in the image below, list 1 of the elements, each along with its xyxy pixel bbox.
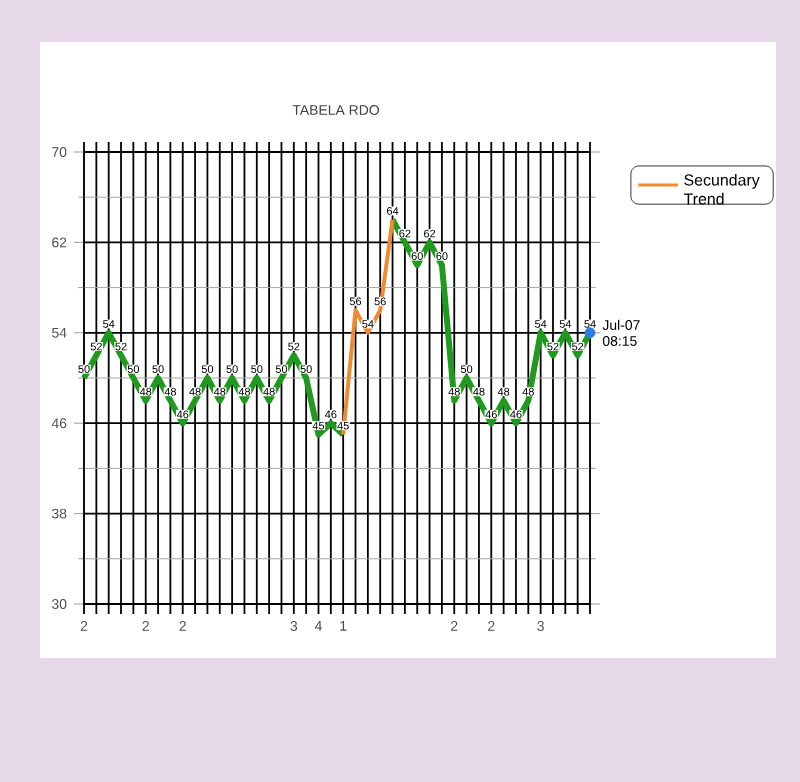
line-series bbox=[341, 217, 395, 437]
